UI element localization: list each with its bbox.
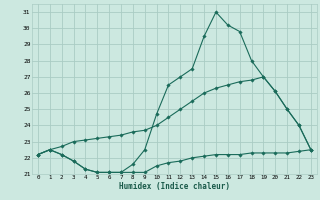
X-axis label: Humidex (Indice chaleur): Humidex (Indice chaleur) — [119, 182, 230, 191]
